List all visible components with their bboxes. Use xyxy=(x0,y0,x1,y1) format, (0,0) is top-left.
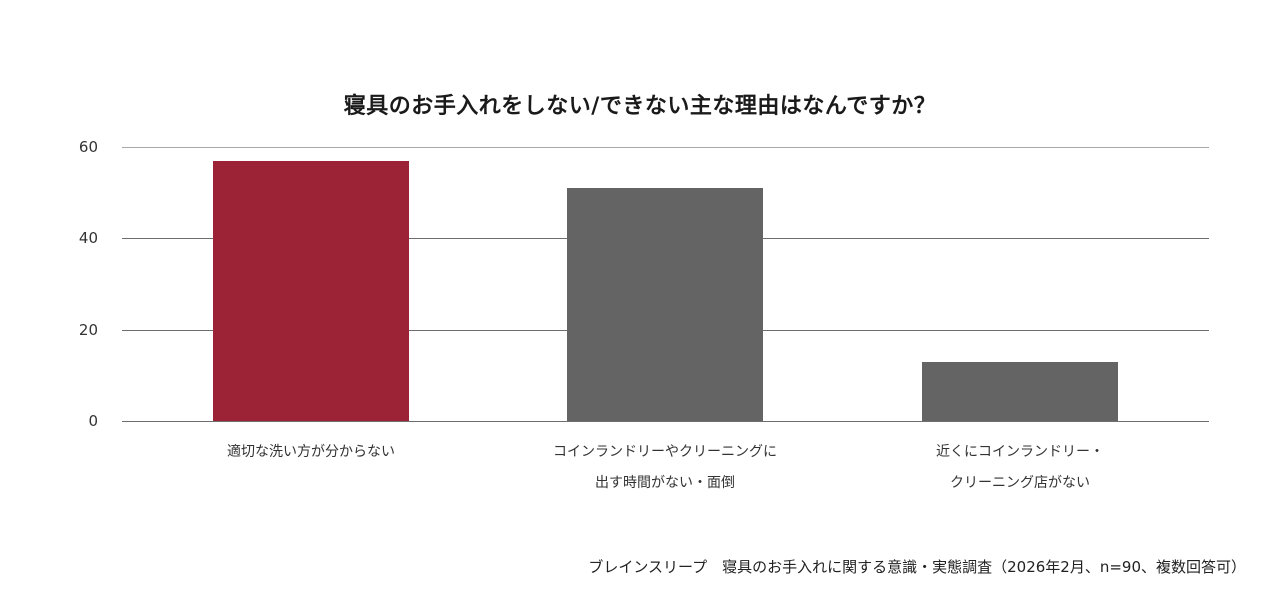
source-note: ブレインスリープ 寝具のお手入れに関する意識・実態調査（2026年2月、n=90… xyxy=(588,558,1246,576)
chart-title: 寝具のお手入れをしない/できない主な理由はなんですか？ xyxy=(343,94,937,119)
x-category-label: コインランドリーやクリーニングに 出す時間がない・面倒 xyxy=(505,437,825,499)
y-tick-label: 0 xyxy=(88,412,98,430)
bar xyxy=(922,361,1118,421)
y-tick-label: 20 xyxy=(78,321,98,339)
x-category-label-line: 出す時間がない・面倒 xyxy=(595,475,735,491)
y-tick-label: 60 xyxy=(78,138,98,156)
y-tick-label: 40 xyxy=(78,229,98,247)
x-category-label-line: クリーニング店がない xyxy=(950,475,1090,491)
x-category-label-line: 適切な洗い方が分からない xyxy=(227,444,395,460)
bar xyxy=(213,160,409,421)
gridline xyxy=(122,421,1209,422)
bar xyxy=(567,188,763,421)
x-category-label-line: 近くにコインランドリー・ xyxy=(936,444,1104,460)
x-category-label-line: コインランドリーやクリーニングに xyxy=(553,444,777,460)
x-category-label: 適切な洗い方が分からない xyxy=(151,437,471,468)
gridline xyxy=(122,147,1209,148)
x-category-label: 近くにコインランドリー・ クリーニング店がない xyxy=(860,437,1180,499)
